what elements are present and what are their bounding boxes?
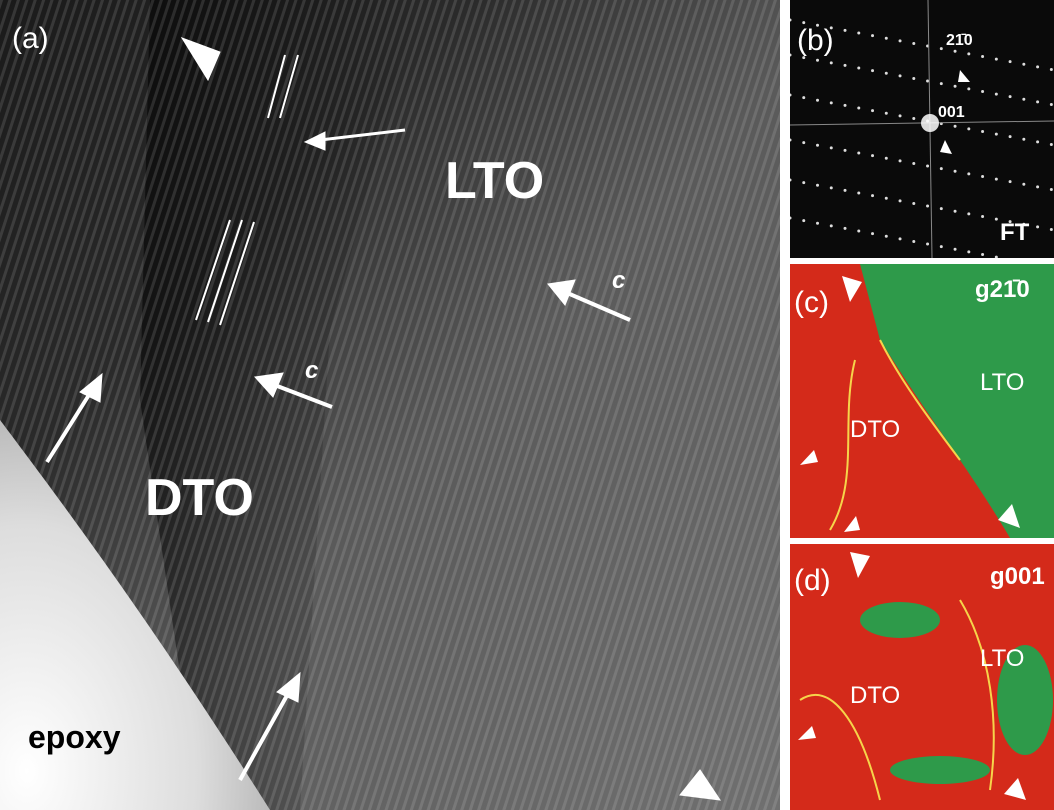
map-label: g21̄0 [975,276,1030,303]
reflection-label: 21̄0 [946,32,973,49]
region-label: DTO [145,469,254,527]
panel-b: (b) 21̄0 001 FT [790,0,1054,258]
arrowhead [958,70,970,82]
panel-label: (c) [794,286,829,319]
central-spot [921,114,939,132]
reflection-label: 001 [938,104,965,121]
region-label: DTO [850,416,900,443]
strain-contour [799,599,995,801]
strain-contour [829,339,961,531]
region-label: DTO [850,682,900,709]
region-label: LTO [980,645,1024,672]
panel-label: (d) [794,564,831,597]
region-label: LTO [445,152,544,210]
map-label: g001 [990,563,1045,590]
region-label: epoxy [28,719,121,755]
region-label: LTO [980,369,1024,396]
lto-region [860,264,1054,538]
panel-label: (a) [12,22,49,55]
green-patch [890,756,990,784]
diffraction-spots [790,18,1054,258]
arrowheads [800,276,1020,532]
epoxy-region [0,420,270,810]
panel-d: (d) g001 LTO DTO [790,544,1054,810]
panel-a: (a) LTO DTO epoxy c c [0,0,780,810]
arrowheads [798,552,1026,800]
fringe-lines [195,54,299,326]
arrows [45,37,722,801]
axis-label: c [612,267,625,294]
axis-label: c [305,357,318,384]
panel-label: (b) [797,24,834,57]
fft-label: FT [1000,219,1030,246]
arrowhead [940,140,952,154]
fft-image [790,0,1054,258]
green-patch [860,602,940,638]
green-patch [997,645,1053,755]
panel-c: (c) g21̄0 LTO DTO [790,264,1054,538]
